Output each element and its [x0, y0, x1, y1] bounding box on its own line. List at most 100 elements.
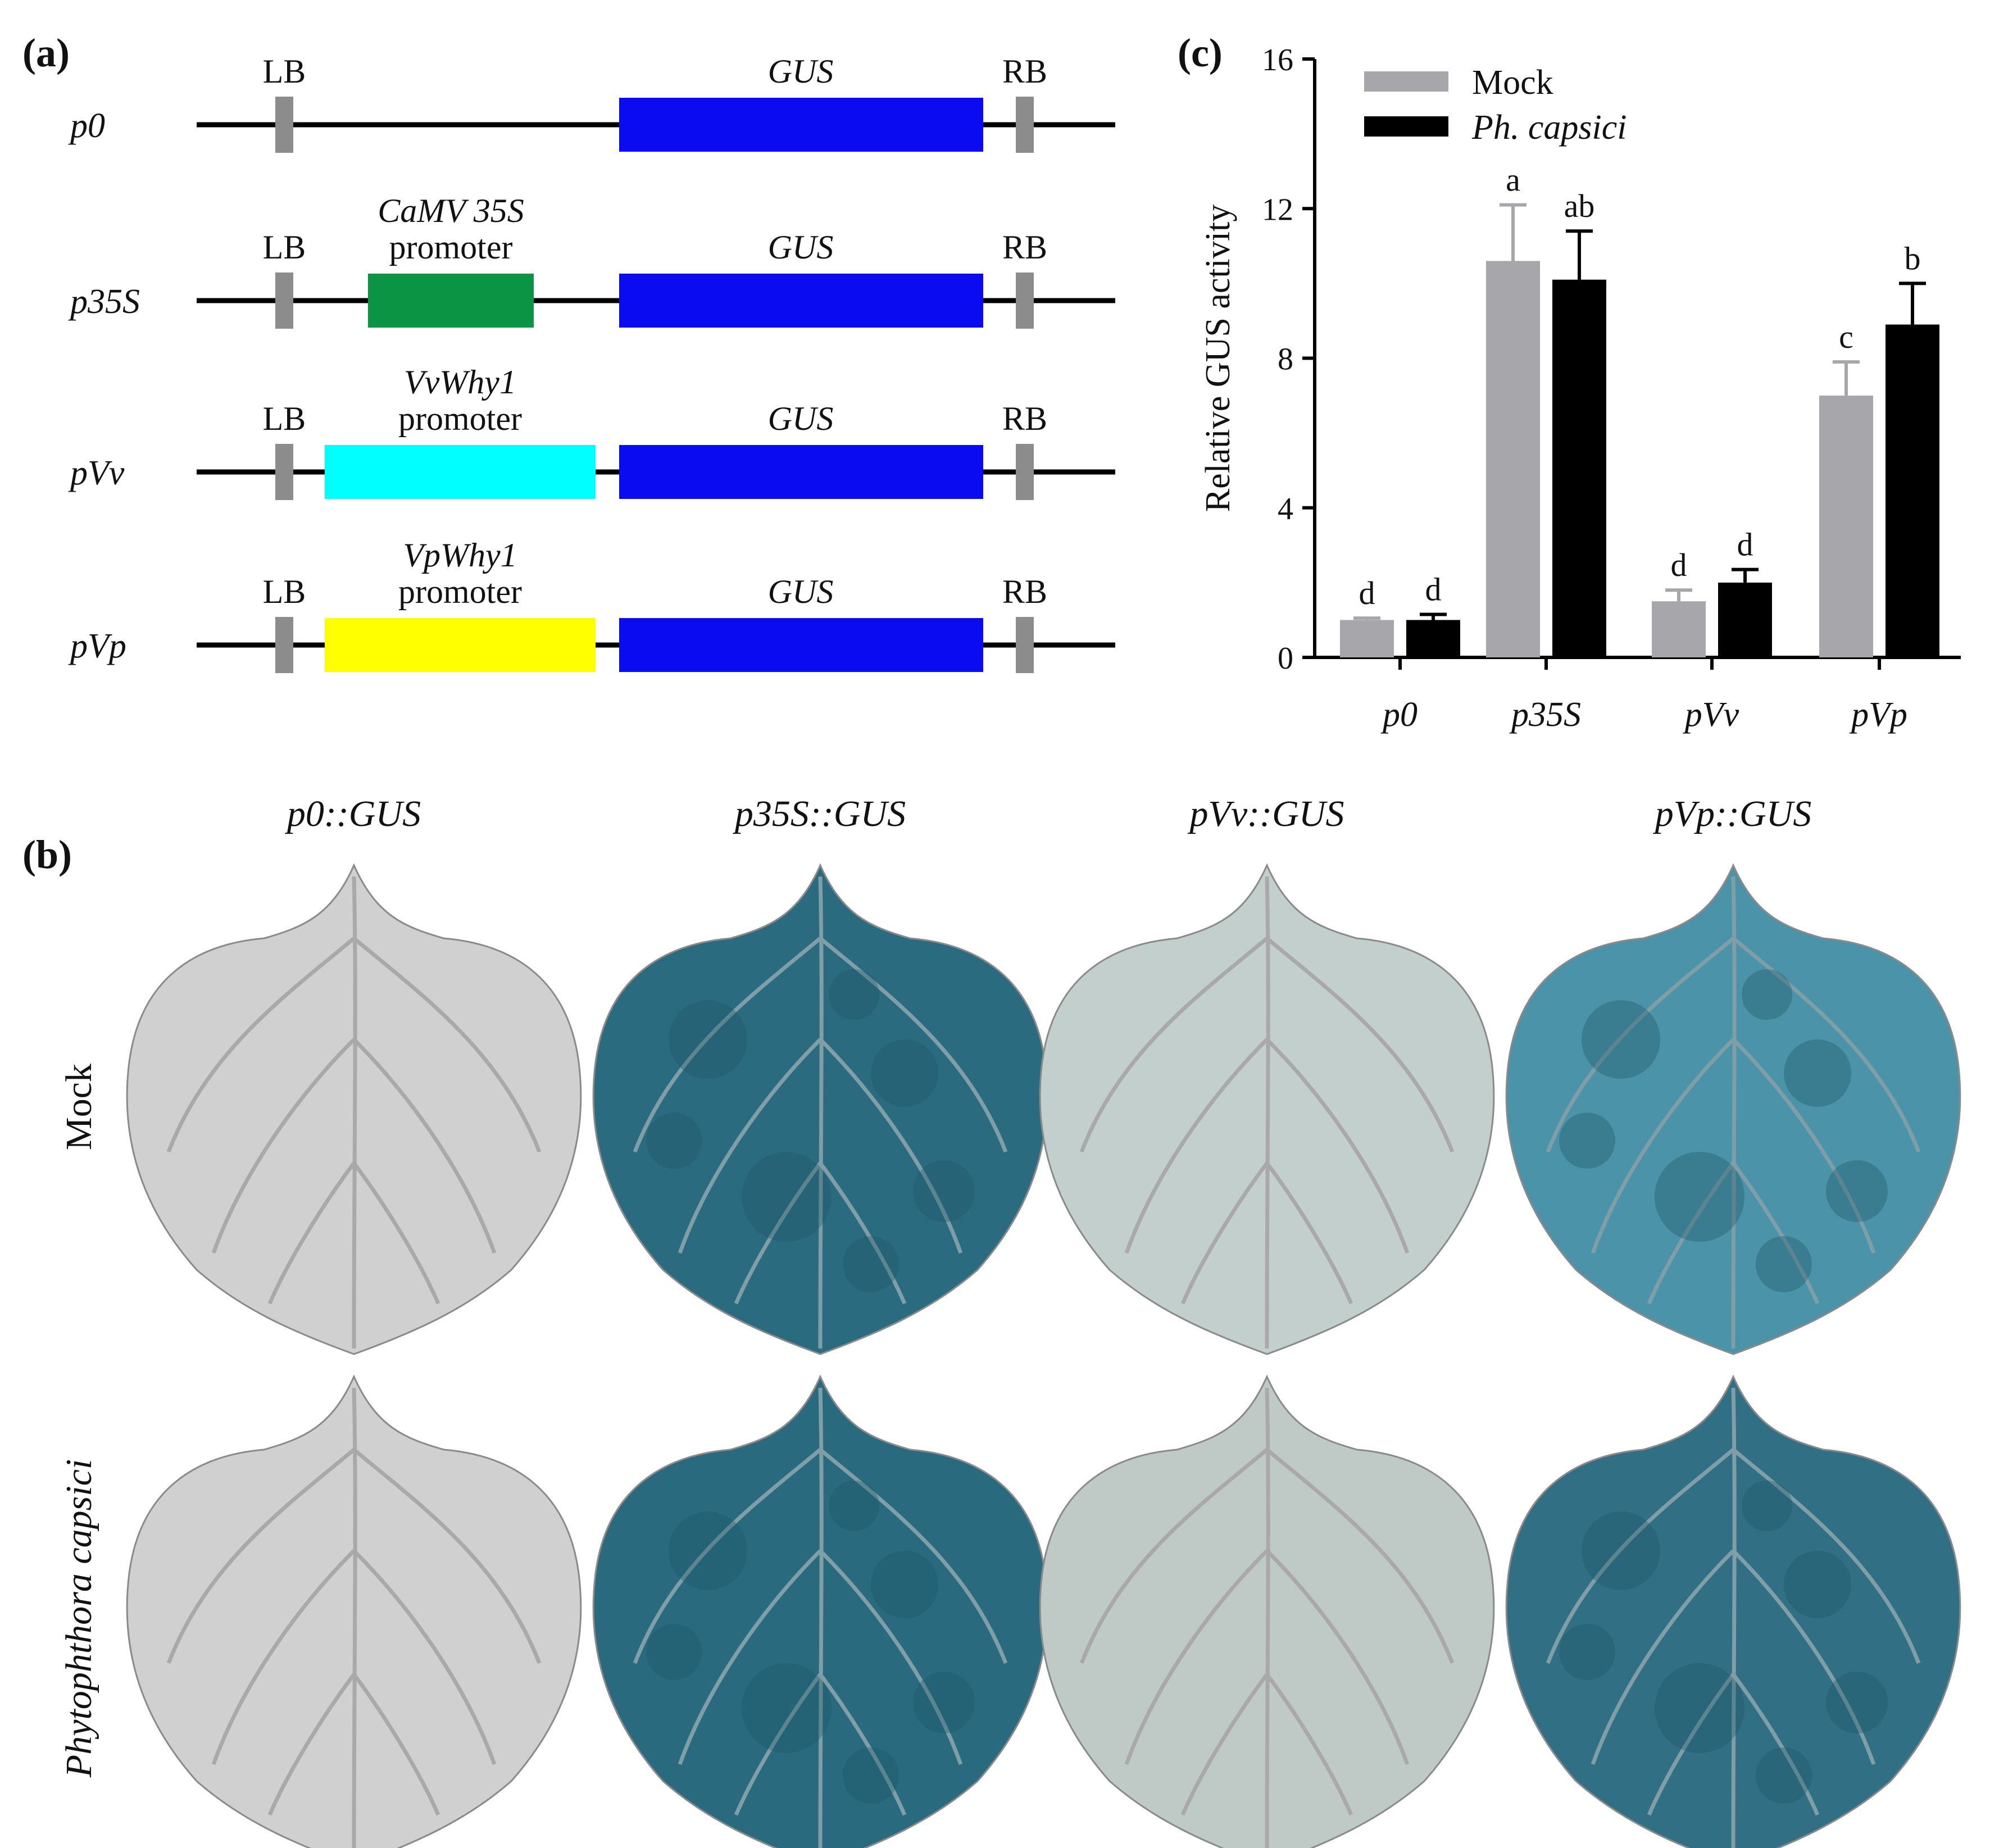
leaf-vein	[352, 1161, 440, 1305]
leaf-p35S-infected	[592, 1374, 1048, 1848]
stain-patch	[1655, 1663, 1744, 1753]
leaf-vein	[734, 1673, 822, 1816]
stain-patch	[1742, 1481, 1792, 1531]
stain-patch	[1655, 1152, 1744, 1242]
construct-name: pVv	[68, 454, 125, 492]
x-tick-label: pVv	[1683, 696, 1739, 734]
leaf-vein	[1647, 1161, 1735, 1305]
leaf-vein	[352, 937, 542, 1153]
significance-letter: d	[1737, 526, 1753, 563]
significance-letter: d	[1359, 575, 1375, 611]
promoter-name: VvWhy1	[404, 364, 516, 401]
lb-label: LB	[263, 400, 306, 437]
panel-c-bar-chart: (c) 0 4 8 12 16 Relative GUS activity p0 d d p35S…	[1178, 30, 1961, 734]
promoter-word: promoter	[398, 400, 522, 437]
leaf-vein	[1265, 1387, 1270, 1848]
gus-label: GUS	[768, 573, 834, 610]
significance-letter: ab	[1564, 188, 1595, 224]
leaf-vein	[1124, 1549, 1269, 1765]
leaf-vein	[819, 937, 1008, 1153]
legend-label: Mock	[1472, 63, 1553, 102]
stain-patch	[1826, 1672, 1888, 1733]
leaf-vein	[1546, 937, 1735, 1153]
left-border-block	[275, 97, 293, 153]
lb-label: LB	[263, 53, 306, 90]
leaf-vein	[678, 1038, 822, 1254]
promoter-name: VpWhy1	[403, 537, 517, 574]
significance-letter: b	[1905, 240, 1921, 276]
rb-label: RB	[1002, 229, 1047, 266]
bar-mock-pVp	[1819, 396, 1873, 657]
construct-name: p0	[68, 107, 105, 145]
stain-patch	[829, 1481, 879, 1531]
leaf-p35S-mock	[592, 863, 1048, 1355]
bar-ph-capsici-pVp	[1886, 324, 1939, 657]
y-tick-label: 4	[1278, 492, 1293, 526]
leaf-vein	[1265, 937, 1455, 1153]
left-border-block	[275, 444, 293, 500]
significance-letter: a	[1506, 162, 1520, 198]
promoter-word: promoter	[398, 573, 522, 610]
gus-label: GUS	[768, 400, 834, 437]
stain-patch	[913, 1160, 975, 1222]
leaf-vein	[1591, 1549, 1735, 1765]
gus-gene-block	[619, 98, 983, 152]
leaf-vein	[818, 1387, 824, 1848]
leaf-vein	[633, 937, 822, 1153]
stain-patch	[843, 1747, 899, 1804]
stain-patch	[1559, 1624, 1615, 1680]
stain-patch	[669, 1000, 747, 1079]
stain-patch	[1559, 1113, 1615, 1169]
leaf-vein	[267, 1161, 356, 1305]
leaf-vein	[1732, 1673, 1820, 1816]
leaf-vein	[819, 1549, 963, 1765]
column-header: pVv::GUS	[1188, 793, 1344, 834]
gus-gene-block	[619, 618, 983, 672]
legend: Mock Ph. capsici	[1364, 63, 1627, 147]
row-label: Phytophthora capsici	[58, 1459, 99, 1778]
leaf-vein	[1546, 1448, 1735, 1664]
lb-label: LB	[263, 573, 306, 610]
leaf-pVv-infected	[1039, 1374, 1495, 1848]
x-tick-label: pVp	[1849, 696, 1907, 734]
stain-patch	[646, 1624, 702, 1680]
y-tick-label: 8	[1278, 342, 1293, 377]
construct-row-p0: p0 LB RB GUS	[68, 53, 1115, 153]
stain-patch	[646, 1113, 702, 1169]
leaf-vein	[166, 1448, 356, 1664]
leaf-vein	[1265, 1448, 1455, 1664]
leaf-vein	[678, 1549, 822, 1765]
rb-label: RB	[1002, 400, 1047, 437]
stain-patch	[1756, 1747, 1812, 1804]
leaf-vein	[1732, 1448, 1921, 1664]
leaf-vein	[1265, 1549, 1410, 1765]
bar-mock-pVv	[1652, 601, 1706, 657]
column-header: p35S::GUS	[733, 793, 906, 834]
leaf-vein	[1265, 1161, 1353, 1305]
stain-patch	[1742, 969, 1792, 1020]
leaf-vein	[819, 1448, 1008, 1664]
significance-letter: d	[1425, 571, 1442, 607]
right-border-block	[1016, 444, 1034, 500]
leaf-p0-infected	[126, 1374, 582, 1848]
leaf-vein	[352, 1673, 440, 1816]
stain-patch	[1582, 1511, 1660, 1590]
bar-ph-capsici-p35S	[1552, 279, 1606, 657]
promoter-word: promoter	[389, 229, 513, 266]
left-border-block	[275, 273, 293, 329]
leaf-vein	[1732, 1161, 1820, 1305]
bar-ph-capsici-pVv	[1718, 582, 1772, 657]
legend-label: Ph. capsici	[1471, 108, 1627, 147]
leaf-vein	[352, 1448, 542, 1664]
leaf-vein	[166, 937, 356, 1153]
construct-name: pVp	[68, 627, 126, 665]
significance-letter: d	[1671, 547, 1687, 583]
promoter-block	[368, 274, 534, 328]
rb-label: RB	[1002, 53, 1047, 90]
stain-patch	[829, 969, 879, 1020]
y-tick-label: 0	[1278, 641, 1293, 676]
